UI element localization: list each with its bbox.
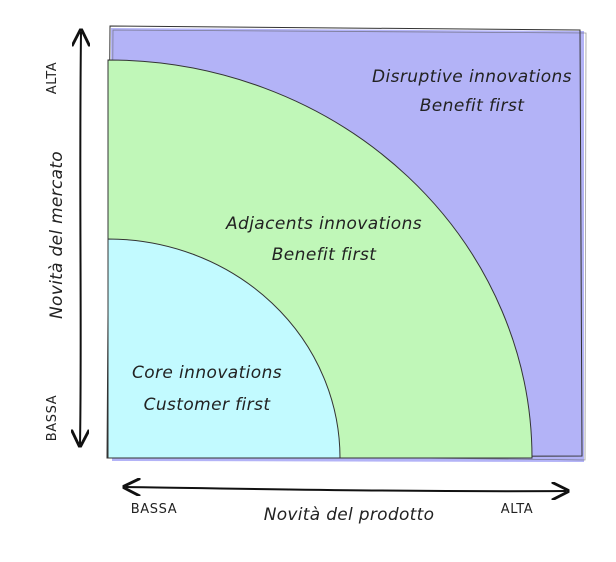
y-axis-title: Novità del mercato [47, 151, 67, 319]
core-fill [107, 238, 341, 459]
y-axis: Novità del mercato ALTA BASSA [45, 32, 81, 444]
x-axis-low-label: BASSA [131, 502, 177, 517]
x-axis-title: Novità del prodotto [264, 505, 435, 525]
adjacent-label: Adjacents innovations Benefit first [225, 214, 422, 265]
core-label-line1: Core innovations [132, 363, 282, 383]
disruptive-label-line2: Benefit first [420, 96, 525, 116]
disruptive-label: Disruptive innovations Benefit first [372, 67, 572, 116]
x-axis-high-label: ALTA [501, 502, 534, 517]
adjacent-label-line2: Benefit first [272, 245, 377, 265]
y-axis-low-label: BASSA [45, 395, 60, 441]
x-axis-arrow [126, 487, 566, 491]
core-region [107, 238, 341, 459]
x-axis: Novità del prodotto BASSA ALTA [126, 487, 566, 525]
adjacent-label-line1: Adjacents innovations [225, 214, 422, 234]
core-label: Core innovations Customer first [132, 363, 282, 415]
y-axis-high-label: ALTA [45, 62, 60, 95]
y-axis-arrow [80, 32, 81, 444]
core-label-line2: Customer first [144, 395, 272, 415]
disruptive-label-line1: Disruptive innovations [372, 67, 572, 87]
